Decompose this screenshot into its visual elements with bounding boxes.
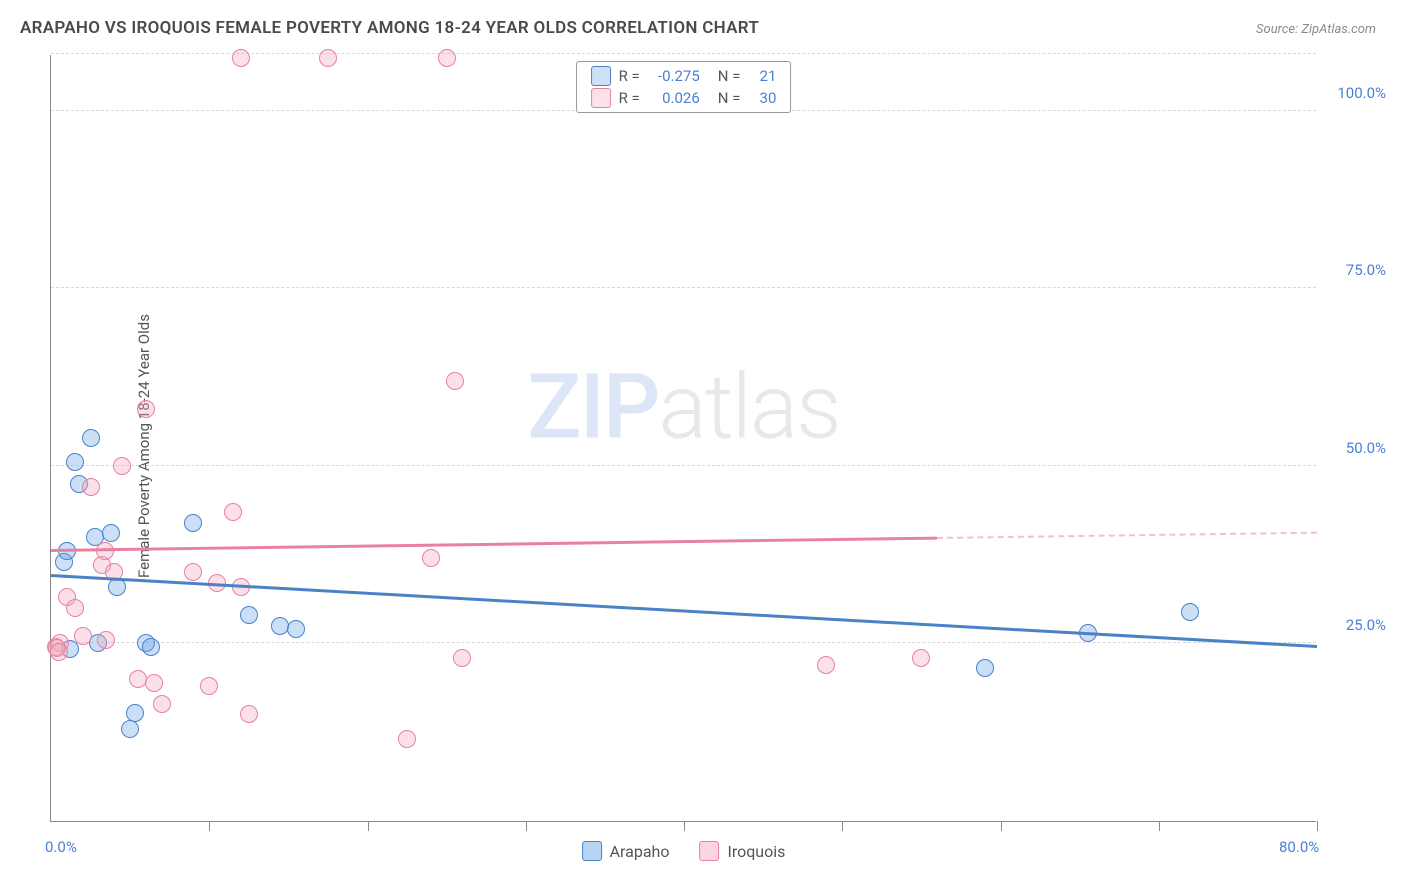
iroquois-point: [200, 677, 218, 695]
arapaho-point: [82, 429, 100, 447]
legend-swatch: [591, 66, 611, 86]
iroquois-point: [398, 730, 416, 748]
arapaho-point: [126, 704, 144, 722]
legend-stat-row: R = -0.275 N = 21: [591, 66, 777, 86]
n-label: N =: [718, 67, 741, 85]
legend-swatch: [699, 841, 719, 861]
chart-title: ARAPAHO VS IROQUOIS FEMALE POVERTY AMONG…: [20, 18, 759, 38]
x-tick: [368, 821, 369, 831]
iroquois-point: [438, 49, 456, 67]
series-legend: Arapaho Iroquois: [582, 841, 786, 861]
arapaho-point: [184, 514, 202, 532]
correlation-legend: R = -0.275 N = 21 R = 0.026 N = 30: [576, 61, 792, 113]
y-tick-label: 25.0%: [1346, 616, 1386, 634]
x-tick: [1317, 821, 1318, 831]
n-label: N =: [718, 89, 741, 107]
iroquois-point: [232, 49, 250, 67]
iroquois-trendline: [51, 536, 937, 551]
iroquois-point: [319, 49, 337, 67]
gridline: [51, 287, 1316, 288]
arapaho-point: [287, 620, 305, 638]
y-tick-label: 50.0%: [1346, 439, 1386, 457]
x-tick-label: 0.0%: [45, 838, 77, 856]
iroquois-point: [145, 674, 163, 692]
gridline: [51, 465, 1316, 466]
x-tick-label: 80.0%: [1279, 838, 1319, 856]
r-value: 0.026: [648, 89, 700, 107]
legend-item: Iroquois: [699, 841, 785, 861]
iroquois-point: [422, 549, 440, 567]
legend-swatch: [582, 841, 602, 861]
arapaho-point: [976, 659, 994, 677]
iroquois-point: [817, 656, 835, 674]
iroquois-point: [184, 563, 202, 581]
iroquois-point: [97, 631, 115, 649]
gridline: [51, 642, 1316, 643]
n-value: 30: [748, 89, 776, 107]
iroquois-point: [453, 649, 471, 667]
iroquois-point: [82, 478, 100, 496]
iroquois-point: [50, 643, 68, 661]
iroquois-point: [153, 695, 171, 713]
iroquois-trendline-dashed: [937, 531, 1317, 538]
iroquois-point: [240, 705, 258, 723]
legend-stat-row: R = 0.026 N = 30: [591, 88, 777, 108]
legend-swatch: [591, 88, 611, 108]
x-tick: [842, 821, 843, 831]
iroquois-point: [912, 649, 930, 667]
iroquois-point: [113, 457, 131, 475]
iroquois-point: [224, 503, 242, 521]
iroquois-point: [96, 542, 114, 560]
legend-label: Arapaho: [610, 842, 670, 861]
legend-label: Iroquois: [727, 842, 785, 861]
arapaho-point: [1181, 603, 1199, 621]
arapaho-point: [142, 638, 160, 656]
scatter-chart: ZIPatlas R =-0.275N =21R =0.026N =30 Ara…: [50, 55, 1316, 822]
y-tick-label: 75.0%: [1346, 261, 1386, 279]
arapaho-point: [240, 606, 258, 624]
r-label: R =: [619, 67, 640, 85]
y-tick-label: 100.0%: [1337, 84, 1386, 102]
arapaho-point: [102, 524, 120, 542]
legend-item: Arapaho: [582, 841, 670, 861]
x-tick: [1159, 821, 1160, 831]
x-tick: [1001, 821, 1002, 831]
iroquois-point: [446, 372, 464, 390]
x-tick: [684, 821, 685, 831]
x-tick: [526, 821, 527, 831]
arapaho-point: [66, 453, 84, 471]
n-value: 21: [748, 67, 776, 85]
x-tick: [209, 821, 210, 831]
source-attribution: Source: ZipAtlas.com: [1256, 22, 1376, 37]
iroquois-point: [137, 400, 155, 418]
iroquois-point: [74, 627, 92, 645]
watermark: ZIPatlas: [527, 355, 840, 460]
r-value: -0.275: [648, 67, 700, 85]
iroquois-point: [66, 599, 84, 617]
arapaho-point: [121, 720, 139, 738]
r-label: R =: [619, 89, 640, 107]
